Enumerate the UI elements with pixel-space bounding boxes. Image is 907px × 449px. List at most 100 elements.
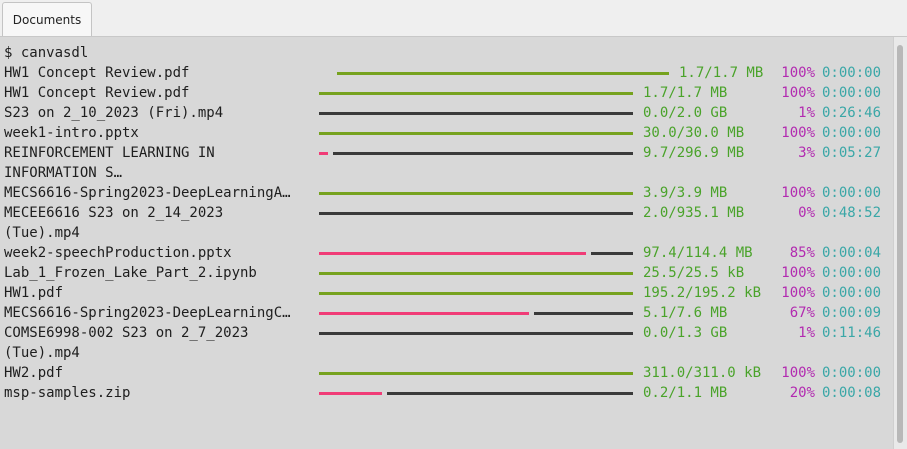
progress-bar bbox=[319, 143, 633, 163]
tab-documents[interactable]: Documents bbox=[2, 2, 92, 36]
progress-fill bbox=[319, 132, 633, 135]
download-size: 1.7/1.7 MB bbox=[643, 85, 728, 101]
prompt-line: $ canvasdl bbox=[4, 45, 89, 61]
download-row: week1-intro.pptx 30.0/30.0 MB 100% 0:00:00 bbox=[0, 123, 893, 143]
download-size: 0.2/1.1 MB bbox=[643, 385, 728, 401]
progress-fill bbox=[319, 92, 633, 95]
file-name: HW2.pdf bbox=[4, 365, 64, 381]
vertical-scrollbar[interactable] bbox=[893, 37, 907, 449]
download-percent: 1% bbox=[798, 325, 815, 341]
download-eta: 0:48:52 bbox=[822, 205, 882, 221]
download-row: HW1 Concept Review.pdf 1.7/1.7 MB 100% 0:00… bbox=[0, 63, 893, 83]
progress-fill bbox=[319, 392, 382, 395]
download-size: 9.7/296.9 MB bbox=[643, 145, 745, 161]
progress-bar bbox=[319, 383, 633, 403]
download-size: 30.0/30.0 MB bbox=[643, 125, 745, 141]
file-name: MECEE6616 S23 on 2_14_2023 bbox=[4, 205, 224, 221]
download-eta: 0:00:00 bbox=[822, 85, 882, 101]
download-eta: 0:11:46 bbox=[822, 325, 882, 341]
file-name: MECS6616-Spring2023-DeepLearningA… bbox=[4, 185, 291, 201]
file-name-continuation: INFORMATION S… bbox=[4, 165, 123, 181]
terminal-output[interactable]: $ canvasdl HW1 Concept Review.pdf 1.7/1.7… bbox=[0, 37, 893, 449]
download-percent: 100% bbox=[781, 65, 815, 81]
progress-bar bbox=[319, 323, 633, 343]
download-eta: 0:00:00 bbox=[822, 185, 882, 201]
file-name: HW1.pdf bbox=[4, 285, 64, 301]
download-row: MECEE6616 S23 on 2_14_2023 2.0/935.1 MB 0%… bbox=[0, 203, 893, 223]
download-eta: 0:00:00 bbox=[822, 365, 882, 381]
progress-bar bbox=[319, 363, 633, 383]
scrollbar-thumb[interactable] bbox=[897, 45, 903, 443]
progress-remaining bbox=[319, 212, 633, 215]
file-name: Lab_1_Frozen_Lake_Part_2.ipynb bbox=[4, 265, 257, 281]
download-row: COMSE6998-002 S23 on 2_7_2023 0.0/1.3 GB 1… bbox=[0, 323, 893, 343]
download-eta: 0:00:04 bbox=[822, 245, 882, 261]
progress-fill bbox=[319, 292, 633, 295]
download-percent: 1% bbox=[798, 105, 815, 121]
file-name: week2-speechProduction.pptx bbox=[4, 245, 232, 261]
progress-remaining bbox=[319, 112, 633, 115]
download-row: HW1 Concept Review.pdf 1.7/1.7 MB 100% 0:00… bbox=[0, 83, 893, 103]
download-percent: 100% bbox=[781, 125, 815, 141]
file-name-continuation: (Tue).mp4 bbox=[4, 225, 80, 241]
download-percent: 100% bbox=[781, 365, 815, 381]
progress-remaining bbox=[333, 152, 633, 155]
progress-fill bbox=[319, 192, 633, 195]
file-name: COMSE6998-002 S23 on 2_7_2023 bbox=[4, 325, 249, 341]
progress-fill bbox=[337, 72, 669, 75]
download-row: MECS6616-Spring2023-DeepLearningC… 5.1/7.… bbox=[0, 303, 893, 323]
download-row: HW1.pdf 195.2/195.2 kB 100% 0:00:00 bbox=[0, 283, 893, 303]
download-size: 0.0/1.3 GB bbox=[643, 325, 728, 341]
download-size: 25.5/25.5 kB bbox=[643, 265, 745, 281]
download-row: REINFORCEMENT LEARNING IN 9.7/296.9 MB 3% 0… bbox=[0, 143, 893, 163]
download-size: 311.0/311.0 kB bbox=[643, 365, 762, 381]
download-percent: 85% bbox=[789, 245, 815, 261]
download-eta: 0:00:00 bbox=[822, 125, 882, 141]
download-eta: 0:00:00 bbox=[822, 285, 882, 301]
progress-bar bbox=[337, 63, 669, 83]
progress-remaining bbox=[591, 252, 633, 255]
progress-fill bbox=[319, 372, 633, 375]
progress-fill bbox=[319, 252, 586, 255]
progress-fill bbox=[319, 312, 529, 315]
file-name: S23 on 2_10_2023 (Fri).mp4 bbox=[4, 105, 224, 121]
download-row: MECS6616-Spring2023-DeepLearningA… 3.9/3.… bbox=[0, 183, 893, 203]
download-size: 2.0/935.1 MB bbox=[643, 205, 745, 221]
progress-fill bbox=[319, 272, 633, 275]
progress-fill bbox=[319, 152, 328, 155]
download-eta: 0:26:46 bbox=[822, 105, 882, 121]
download-size: 0.0/2.0 GB bbox=[643, 105, 728, 121]
progress-bar bbox=[319, 283, 633, 303]
download-eta: 0:00:08 bbox=[822, 385, 882, 401]
download-eta: 0:00:00 bbox=[822, 65, 882, 81]
file-name-continuation: (Tue).mp4 bbox=[4, 345, 80, 361]
file-name: HW1 Concept Review.pdf bbox=[4, 65, 190, 81]
progress-remaining bbox=[534, 312, 633, 315]
download-percent: 3% bbox=[798, 145, 815, 161]
file-name: HW1 Concept Review.pdf bbox=[4, 85, 190, 101]
progress-bar bbox=[319, 183, 633, 203]
progress-remaining bbox=[319, 332, 633, 335]
download-size: 195.2/195.2 kB bbox=[643, 285, 762, 301]
download-eta: 0:00:00 bbox=[822, 265, 882, 281]
download-eta: 0:05:27 bbox=[822, 145, 882, 161]
progress-bar bbox=[319, 303, 633, 323]
progress-bar bbox=[319, 103, 633, 123]
file-name: week1-intro.pptx bbox=[4, 125, 139, 141]
download-size: 5.1/7.6 MB bbox=[643, 305, 728, 321]
download-percent: 100% bbox=[781, 265, 815, 281]
progress-bar bbox=[319, 203, 633, 223]
download-eta: 0:00:09 bbox=[822, 305, 882, 321]
download-percent: 100% bbox=[781, 285, 815, 301]
download-row: week2-speechProduction.pptx 97.4/114.4 MB… bbox=[0, 243, 893, 263]
progress-bar bbox=[319, 243, 633, 263]
download-row: msp-samples.zip 0.2/1.1 MB 20% 0:00:08 bbox=[0, 383, 893, 403]
progress-bar bbox=[319, 123, 633, 143]
file-name: MECS6616-Spring2023-DeepLearningC… bbox=[4, 305, 291, 321]
progress-remaining bbox=[387, 392, 633, 395]
file-name: msp-samples.zip bbox=[4, 385, 131, 401]
download-percent: 0% bbox=[798, 205, 815, 221]
download-percent: 100% bbox=[781, 185, 815, 201]
file-name: REINFORCEMENT LEARNING IN bbox=[4, 145, 215, 161]
download-percent: 20% bbox=[789, 385, 815, 401]
